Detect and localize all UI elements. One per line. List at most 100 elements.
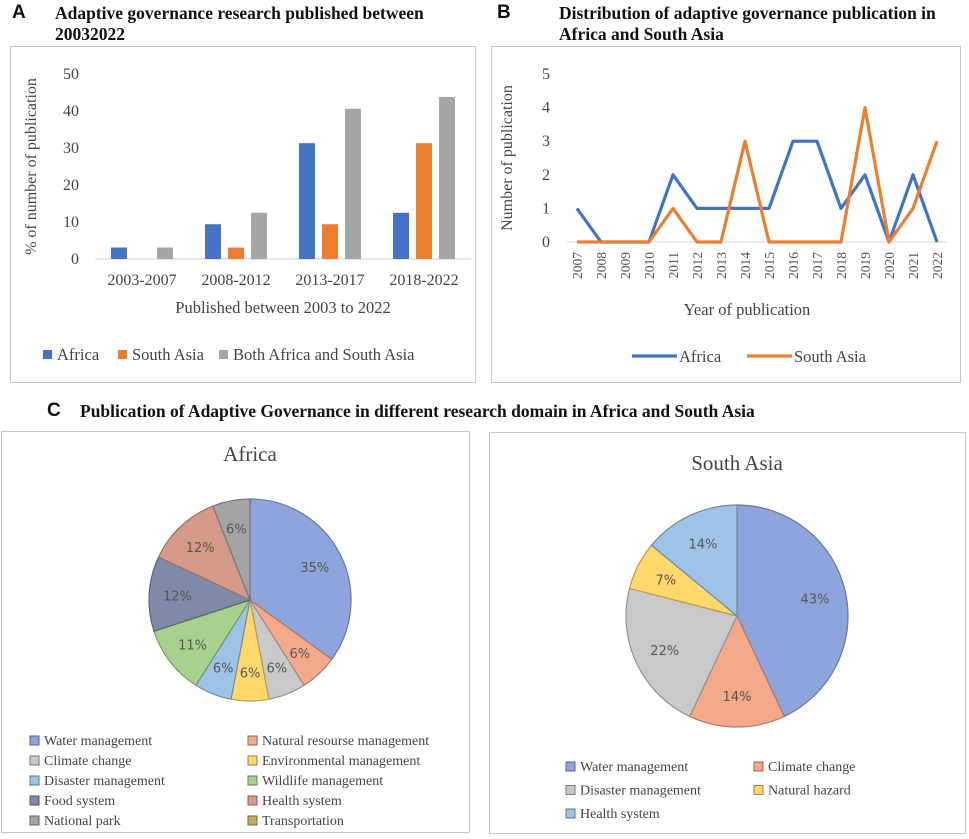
pie-data-label: 11% [178,639,207,654]
bar-africa [205,224,221,259]
line-south-asia [577,105,939,244]
legend-swatch [565,761,576,772]
panel-c-title: Publication of Adaptive Governance in di… [80,401,755,421]
bar-both-africa-and-south-asia [439,96,455,259]
legend-label: Both Africa and South Asia [233,345,415,364]
pie-slice-health-system [650,504,738,618]
y-tick-label: 3 [542,133,550,150]
y-tick-label: 10 [63,214,79,231]
x-tick-label: 2018-2022 [389,272,458,289]
pie-slice-food-system [148,556,252,632]
x-axis-title: Published between 2003 to 2022 [175,298,390,317]
panel-a-letter: A [12,2,26,23]
x-tick-label: 2003-2007 [107,272,176,289]
bar-both-africa-and-south-asia [251,212,267,259]
pie-chart-southasia: South Asia 43% 14% 22% 7% 14% Water management… [565,451,855,822]
y-tick-label: 50 [63,66,79,83]
pie-data-label: 6% [240,667,261,682]
pie-data-label: 35% [300,561,329,576]
pie-slice-water-management [249,498,352,661]
legend-label: Natural resourse management [262,734,429,749]
bar-south-asia [322,224,338,259]
legend-swatch [247,815,258,826]
pie-slice-climate-change [688,614,786,728]
x-tick-label: 2009 [618,252,633,279]
legend-swatch [247,735,258,746]
legend-label: Disaster management [44,774,165,789]
legend-swatch [219,350,228,359]
y-tick-label: 5 [542,66,550,83]
line-chart-b: 0 1 2 3 4 5 2007 2008 2009 2010 2011 2012 2013 2014 20… [499,66,947,366]
x-tick-label: 2019 [858,252,873,279]
panel-b-title-line1: Distribution of adaptive governance publ… [559,3,936,23]
x-tick-label: 2015 [762,252,777,279]
legend-swatch [29,755,40,766]
legend-label: Africa [57,345,100,364]
panel-b-letter: B [497,2,511,23]
bar-both-africa-and-south-asia [157,247,173,259]
legend-label: Wildlife management [262,774,383,789]
legend-label: South Asia [794,347,867,366]
legend-label: Water management [44,734,152,749]
x-tick-label: 2011 [666,252,681,279]
pie-data-label: 22% [650,644,679,659]
y-axis-title: % of number of publication [23,78,40,255]
y-tick-label: 0 [71,251,79,268]
y-tick-label: 4 [542,100,550,117]
legend-label: Natural hazard [768,784,851,799]
chart-b-frame: 0 1 2 3 4 5 2007 2008 2009 2010 2011 2012 2013 2014 20… [491,46,961,383]
legend-label: South Asia [132,345,205,364]
legend-swatch [29,815,40,826]
legend-label: Climate change [44,754,131,769]
x-tick-label: 2010 [642,252,657,279]
y-tick-label: 30 [63,140,79,157]
chart-a-frame: 0 10 20 30 40 50 2003-2007 2008-2012 2013-2017 20… [10,46,476,383]
panel-b-title: Distribution of adaptive governance publ… [559,3,936,45]
legend-label: Food system [44,794,115,809]
bar-africa [299,143,315,259]
legend-swatch [753,785,764,795]
bar-chart-a: 0 10 20 30 40 50 2003-2007 2008-2012 2013-2017 20… [23,66,471,364]
panel-a-title: Adaptive governance research published b… [55,3,424,45]
bar-africa [393,212,409,259]
panel-a-title-line1: Adaptive governance research published b… [55,3,424,23]
legend-label: Climate change [768,760,855,775]
legend-swatch [29,795,40,806]
y-tick-label: 1 [542,200,550,217]
pie-data-label: 7% [655,574,676,589]
legend-label: Water management [580,760,688,775]
panel-c-letter: C [47,400,61,421]
x-tick-label: 2020 [882,252,897,279]
x-tick-label: 2021 [906,252,921,279]
legend-label: Health system [262,794,342,809]
pie-title: South Asia [691,451,783,475]
legend-swatch [247,775,258,786]
y-tick-label: 2 [542,167,550,184]
legend-label: National park [44,814,121,829]
panel-b-title-line2: Africa and South Asia [559,24,724,44]
y-tick-label: 20 [63,177,79,194]
legend-label: Transportation [262,814,344,829]
y-tick-label: 0 [542,234,550,251]
pie-data-label: 12% [163,589,192,604]
y-tick-label: 40 [63,103,79,120]
pie-data-label: 12% [186,541,215,556]
pie-data-label: 43% [801,593,830,608]
pie-slice-health-system [157,505,252,602]
legend-label: Africa [679,347,722,366]
pie-data-label: 14% [723,690,752,705]
x-tick-label: 2008 [594,252,609,279]
pie-slice-wildlife-management [153,598,252,687]
x-tick-label: 2008-2012 [201,272,270,289]
legend-swatch [29,775,40,786]
bar-africa [111,247,127,259]
x-tick-label: 2013 [714,252,729,279]
chart-southasia-frame: South Asia 43% 14% 22% 7% 14% Water management… [489,432,966,834]
pie-data-label: 6% [226,523,247,538]
y-axis-title: Number of publication [499,85,516,231]
legend-label: Disaster management [580,784,701,799]
bar-both-africa-and-south-asia [345,108,361,259]
legend-swatch [247,755,258,766]
x-tick-label: 2013-2017 [295,272,364,289]
x-tick-label: 2007 [570,252,585,279]
